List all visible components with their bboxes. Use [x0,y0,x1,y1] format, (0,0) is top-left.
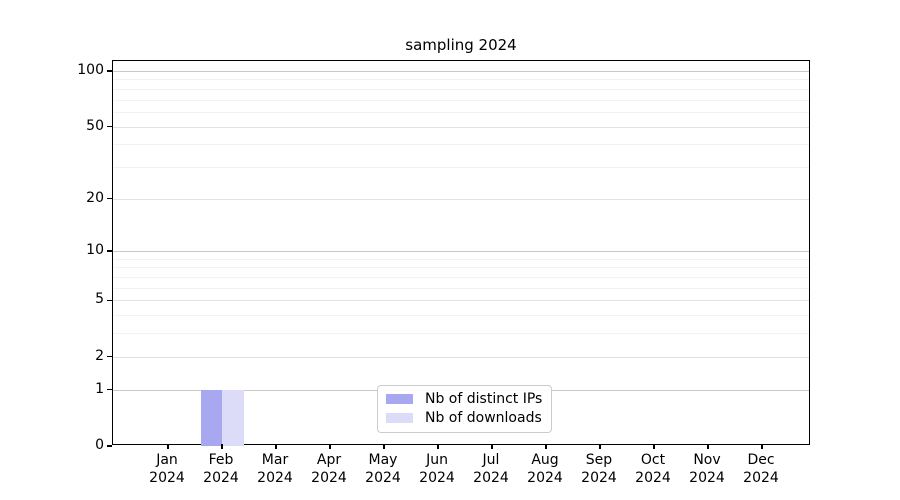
minor-gridline [113,79,809,81]
x-tick-month: Feb [208,452,234,468]
x-tick-label: Aug 2024 [513,451,577,487]
y-tick-label: 50 [86,117,104,134]
x-tick-year: 2024 [365,470,401,486]
sub-gridline [113,198,809,200]
legend-item-distinct-ips: Nb of distinct IPs [386,391,542,407]
x-tick-label: Jul 2024 [459,451,523,487]
x-tick-year: 2024 [257,470,293,486]
minor-gridline [113,166,809,168]
x-tick-month: Sep [585,452,613,468]
legend-swatch-downloads [386,413,413,423]
x-tick-mark [437,444,439,449]
minor-gridline [113,111,809,113]
bar-distinct-ips [200,389,222,446]
legend-label-downloads: Nb of downloads [425,410,542,426]
sub-gridline [113,300,809,302]
x-tick-label: May 2024 [351,451,415,487]
minor-gridline [113,258,809,260]
x-tick-month: Nov [693,452,721,468]
x-tick-month: May [368,452,398,468]
x-tick-mark [167,444,169,449]
legend-label-distinct-ips: Nb of distinct IPs [425,391,543,407]
x-tick-year: 2024 [743,470,779,486]
bar-downloads [222,389,244,446]
x-tick-mark [707,444,709,449]
y-tick-mark [107,388,112,391]
minor-gridline [113,144,809,146]
x-tick-mark [761,444,763,449]
minor-gridline [113,287,809,289]
legend-item-downloads: Nb of downloads [386,410,542,426]
y-axis: 0 1 2 5 10 20 50 100 [0,60,104,452]
x-tick-month: Jan [156,452,178,468]
y-tick-label: 1 [95,380,104,397]
y-tick-label: 10 [86,242,104,259]
x-tick-month: Jun [426,452,448,468]
y-tick-mark [107,299,112,302]
major-gridline [113,251,809,253]
x-axis: Jan 2024 Feb 2024 Mar 2024 Apr 2024 May 2024 Jun 20… [0,451,900,491]
legend-swatch-distinct-ips [386,394,413,404]
y-tick-mark [107,70,112,72]
y-tick-mark [107,125,112,128]
x-tick-label: Nov 2024 [675,451,739,487]
sub-gridline [113,356,809,358]
x-tick-month: Dec [747,452,775,468]
minor-gridline [113,277,809,279]
y-tick-label: 2 [95,347,104,364]
y-tick-mark [107,355,112,358]
x-tick-mark [653,444,655,449]
x-tick-mark [329,444,331,449]
x-tick-year: 2024 [473,470,509,486]
y-tick-label: 0 [95,437,104,453]
y-tick-label: 5 [95,291,104,308]
x-tick-year: 2024 [527,470,563,486]
x-tick-mark [383,444,385,449]
x-tick-year: 2024 [635,470,671,486]
y-tick-mark [107,250,112,252]
x-tick-mark [491,444,493,449]
x-tick-label: Mar 2024 [243,451,307,487]
x-tick-year: 2024 [419,470,455,486]
legend: Nb of distinct IPs Nb of downloads [377,385,553,433]
minor-gridline [113,99,809,101]
major-gridline [113,71,809,72]
x-tick-year: 2024 [311,470,347,486]
minor-gridline [113,333,809,335]
x-tick-year: 2024 [203,470,239,486]
x-tick-month: Mar [261,452,289,468]
x-tick-month: Apr [316,452,342,468]
x-tick-label: Feb 2024 [189,451,253,487]
y-tick-mark [107,445,112,447]
x-tick-label: Jun 2024 [405,451,469,487]
x-tick-year: 2024 [149,470,185,486]
x-tick-month: Jul [482,452,500,468]
minor-gridline [113,267,809,269]
x-tick-label: Sep 2024 [567,451,631,487]
x-tick-mark [599,444,601,449]
x-tick-mark [545,444,547,449]
x-tick-label: Apr 2024 [297,451,361,487]
sub-gridline [113,126,809,128]
y-tick-label: 100 [77,62,104,78]
x-tick-month: Aug [531,452,559,468]
x-tick-label: Dec 2024 [729,451,793,487]
minor-gridline [113,88,809,90]
x-tick-mark [275,444,277,449]
x-tick-month: Oct [640,452,666,468]
x-tick-label: Oct 2024 [621,451,685,487]
minor-gridline [113,315,809,317]
x-tick-label: Jan 2024 [135,451,199,487]
x-tick-year: 2024 [689,470,725,486]
x-tick-mark [221,444,223,449]
x-tick-year: 2024 [581,470,617,486]
chart-title: sampling 2024 [405,36,517,54]
y-tick-mark [107,197,112,200]
y-tick-label: 20 [86,189,104,206]
plot-area: Nb of distinct IPs Nb of downloads [107,60,810,449]
